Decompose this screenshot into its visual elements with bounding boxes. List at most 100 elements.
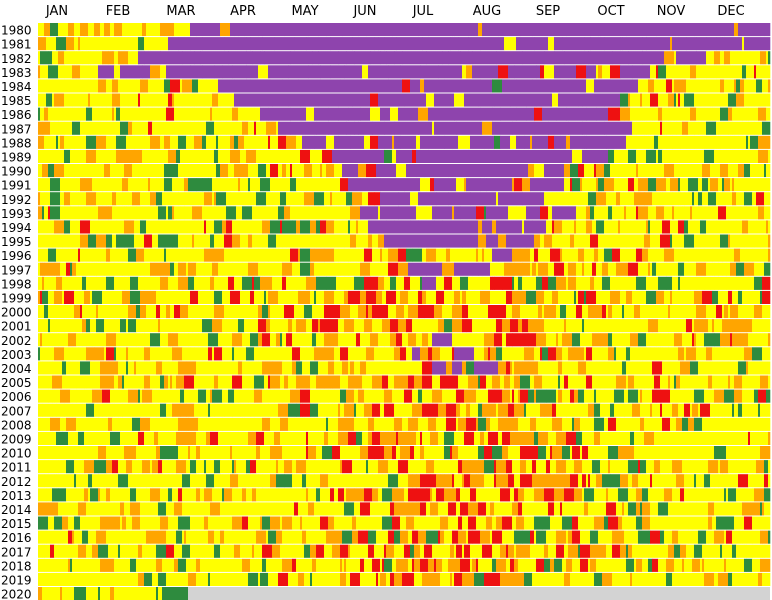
heatmap-cell [284, 305, 295, 319]
heatmap-cell [368, 234, 373, 248]
heatmap-cell [578, 93, 583, 107]
heatmap-cell [118, 460, 127, 474]
heatmap-cell [608, 305, 613, 319]
heatmap-cell [654, 544, 661, 558]
heatmap-cell [40, 65, 49, 79]
heatmap-cell [216, 558, 227, 572]
heatmap-cell [730, 178, 733, 192]
heatmap-cell [562, 37, 585, 51]
heatmap-cell [182, 474, 191, 488]
heatmap-cell [492, 558, 497, 572]
heatmap-cell [56, 572, 65, 586]
heatmap-cell [668, 93, 675, 107]
heatmap-cell [758, 206, 765, 220]
heatmap-cell [242, 417, 245, 431]
heatmap-cell [710, 178, 719, 192]
heatmap-cell [376, 572, 379, 586]
heatmap-cell [156, 587, 159, 600]
heatmap-cell [276, 460, 279, 474]
heatmap-cell [676, 93, 679, 107]
heatmap-cell [366, 79, 389, 93]
heatmap-cell [384, 389, 393, 403]
heatmap-cell [282, 389, 291, 403]
heatmap-cell [768, 149, 771, 163]
heatmap-cell [190, 474, 197, 488]
heatmap-cell [40, 361, 43, 375]
heatmap-cell [386, 572, 391, 586]
heatmap-cell [212, 192, 215, 206]
heatmap-cell [338, 431, 349, 445]
heatmap-cell [608, 460, 611, 474]
heatmap-cell [150, 178, 157, 192]
heatmap-cell [374, 572, 377, 586]
heatmap-cell [668, 544, 675, 558]
heatmap-cell [660, 121, 663, 135]
heatmap-cell [130, 516, 133, 530]
heatmap-cell [620, 65, 633, 79]
heatmap-cell [44, 192, 47, 206]
heatmap-cell [342, 361, 349, 375]
heatmap-cell [54, 502, 59, 516]
heatmap-cell [148, 220, 159, 234]
heatmap-cell [264, 431, 275, 445]
heatmap-cell [750, 389, 755, 403]
heatmap-cell [744, 192, 753, 206]
heatmap-cell [724, 558, 727, 572]
heatmap-cell [520, 446, 529, 460]
heatmap-cell [484, 446, 493, 460]
heatmap-cell [478, 544, 483, 558]
heatmap-cell [516, 206, 527, 220]
heatmap-cell [510, 361, 513, 375]
heatmap-cell [130, 276, 139, 290]
heatmap-cell [500, 572, 505, 586]
heatmap-cell [678, 178, 681, 192]
heatmap-cell [540, 474, 543, 488]
heatmap-cell [636, 276, 647, 290]
heatmap-cell [306, 431, 309, 445]
heatmap-cell [260, 572, 269, 586]
heatmap-cell [682, 417, 689, 431]
heatmap-cell [168, 474, 177, 488]
heatmap-cell [248, 389, 255, 403]
heatmap-cell [168, 375, 171, 389]
heatmap-cell [256, 431, 265, 445]
year-label-2006: 2006 [1, 390, 32, 404]
heatmap-cell [134, 587, 141, 600]
heatmap-cell [78, 234, 81, 248]
heatmap-cell [558, 290, 567, 304]
heatmap-cell [748, 333, 757, 347]
heatmap-cell [40, 51, 49, 65]
heatmap-cell [92, 290, 103, 304]
heatmap-cell [536, 93, 553, 107]
heatmap-cell [168, 276, 175, 290]
heatmap-cell [234, 558, 243, 572]
heatmap-cell [122, 403, 131, 417]
heatmap-cell [130, 290, 141, 304]
heatmap-cell [530, 305, 539, 319]
heatmap-cell [318, 446, 323, 460]
heatmap-cell [340, 446, 347, 460]
heatmap-cell [320, 234, 331, 248]
heatmap-cell [740, 65, 743, 79]
heatmap-cell [576, 262, 583, 276]
heatmap-cell [192, 516, 201, 530]
heatmap-cell [268, 403, 279, 417]
heatmap-cell [218, 206, 225, 220]
heatmap-cell [80, 234, 89, 248]
heatmap-cell [86, 403, 95, 417]
heatmap-cell [638, 206, 649, 220]
heatmap-cell [438, 431, 445, 445]
heatmap-cell [726, 474, 731, 488]
heatmap-cell [240, 403, 251, 417]
heatmap-cell [552, 206, 577, 220]
heatmap-cell [324, 262, 335, 276]
heatmap-cell [212, 319, 223, 333]
heatmap-cell [334, 135, 339, 149]
heatmap-cell [356, 375, 363, 389]
heatmap-cell [38, 530, 47, 544]
heatmap-cell [284, 474, 293, 488]
heatmap-cell [672, 290, 679, 304]
heatmap-cell [80, 319, 83, 333]
heatmap-cell [108, 587, 111, 600]
heatmap-cell [672, 192, 679, 206]
